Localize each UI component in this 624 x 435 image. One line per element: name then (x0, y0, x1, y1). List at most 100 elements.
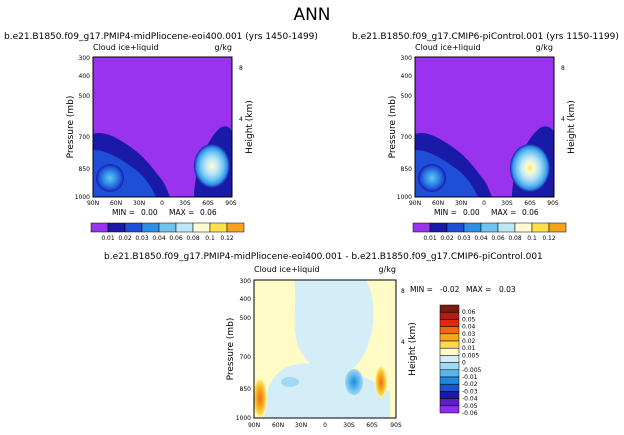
panel-3-sh-positive (375, 366, 387, 398)
panel-1-ylabel: Pressure (mb) (66, 96, 76, 159)
panel-2-sh-maximum (510, 144, 550, 192)
panel-1-plot (92, 56, 233, 198)
panel-1-height-4: 4 (239, 116, 243, 123)
panel-1-xtick-60s: 60S (202, 200, 214, 207)
panel-3-colorbar-tick-label: 0.02 (462, 338, 476, 345)
panel-1-colorbar-tick-label: 0.02 (118, 235, 132, 242)
panel-1-xtick-30n: 30N (133, 200, 145, 207)
panel-2-max-label: MAX = (491, 208, 516, 217)
panel-2-colorbar-swatch (548, 222, 567, 233)
panel-3-ylabel: Pressure (mb) (226, 318, 236, 381)
panel-1-colorbar-swatch (124, 222, 143, 233)
panel-1-colorbar-tick-label: 0.03 (135, 235, 149, 242)
panel-3-nh-negative (281, 377, 299, 387)
panel-3-xtick-90n: 90N (248, 422, 260, 429)
panel-1-ytick-850: 850 (79, 166, 91, 173)
panel-1-title: b.e21.B1850.f09_g17.PMIP4-midPliocene-eo… (4, 32, 318, 42)
panel-1-sh-maximum (194, 144, 230, 188)
panel-3-colorbar-tick-label: 0.005 (462, 352, 479, 359)
panel-1-height-8: 8 (239, 65, 243, 72)
panel-1-colorbar-swatch (175, 222, 194, 233)
panel-1-colorbar-tick-label: 0.01 (101, 235, 115, 242)
panel-2-colorbar-swatch (497, 222, 516, 233)
panel-1-colorbar-swatch (209, 222, 228, 233)
panel-2-title: b.e21.B1850.f09_g17.CMIP6-piControl.001 … (352, 32, 619, 42)
panel-3-colorbar-swatch (439, 347, 460, 356)
panel-2-colorbar-tick-label: 0.1 (527, 235, 537, 242)
panel-2-max-value: 0.06 (522, 208, 539, 217)
panel-1-colorbar-swatch (226, 222, 245, 233)
panel-2-colorbar-tick-label: 0.08 (508, 235, 522, 242)
panel-3-plot (253, 279, 397, 419)
panel-2-ytick-400: 400 (401, 73, 413, 80)
panel-3-sh-negative (345, 369, 363, 395)
panel-3-colorbar-swatch (439, 376, 460, 385)
main-title: ANN (293, 5, 330, 25)
panel-3-colorbar-swatch (439, 362, 460, 371)
panel-3-title: b.e21.B1850.f09_g17.PMIP4-midPliocene-eo… (104, 252, 543, 262)
panel-2-height-8: 8 (561, 65, 565, 72)
panel-2-colorbar-swatch (480, 222, 499, 233)
panel-2-colorbar-tick-label: 0.01 (423, 235, 437, 242)
panel-3-colorbar-tick-label: -0.03 (462, 388, 478, 395)
panel-1-ytick-400: 400 (79, 73, 91, 80)
panel-2-colorbar-swatch (463, 222, 482, 233)
panel-2-nh-maximum (418, 164, 446, 192)
panel-3-units: g/kg (379, 265, 396, 274)
panel-1-ytick-500: 500 (79, 93, 91, 100)
panel-3-colorbar-tick-label: 0.03 (462, 331, 476, 338)
panel-3-ytick-300: 300 (240, 278, 252, 285)
panel-1-xtick-0: 0 (160, 200, 164, 207)
panel-2-units: g/kg (536, 43, 553, 52)
panel-3-ytick-700: 700 (240, 354, 252, 361)
panel-3-min-value: -0.02 (440, 285, 460, 294)
panel-3-colorbar-tick-label: -0.01 (462, 374, 478, 381)
panel-3-colorbar-tick-label: 0.05 (462, 316, 476, 323)
panel-2-colorbar-swatch (412, 222, 431, 233)
panel-2: b.e21.B1850.f09_g17.CMIP6-piControl.001 … (352, 32, 619, 242)
panel-2-ytick-1000: 1000 (397, 194, 412, 201)
panel-2-ytick-500: 500 (401, 93, 413, 100)
panel-2-ylabel: Pressure (mb) (388, 96, 398, 159)
panel-1-ytick-1000: 1000 (75, 194, 90, 201)
panel-3-xtick-60n: 60N (272, 422, 284, 429)
panel-3-max-value: 0.03 (499, 285, 516, 294)
panel-3-colorbar: 0.060.050.040.030.020.010.0050-0.005-0.0… (439, 304, 482, 417)
panel-3-max-label: MAX = (466, 285, 491, 294)
panel-1: b.e21.B1850.f09_g17.PMIP4-midPliocene-eo… (4, 32, 318, 242)
panel-3-colorbar-swatch (439, 311, 460, 320)
panel-3-colorbar-tick-label: -0.06 (462, 410, 478, 417)
panel-3-xtick-90s: 90S (390, 422, 402, 429)
panel-2-ytick-700: 700 (401, 134, 413, 141)
panel-3-ylabel-right: Height (km) (408, 322, 418, 376)
panel-1-colorbar-tick-label: 0.04 (152, 235, 166, 242)
panel-3-colorbar-swatch (439, 405, 460, 414)
panel-3-nh-positive (253, 378, 267, 418)
panel-2-ytick-300: 300 (401, 55, 413, 62)
panel-3-xtick-0: 0 (323, 422, 327, 429)
panel-3-colorbar-tick-label: -0.02 (462, 381, 478, 388)
panel-2-colorbar-swatch (531, 222, 550, 233)
panel-2-field: Cloud ice+liquid (415, 43, 481, 52)
panel-1-colorbar-swatch (90, 222, 109, 233)
panel-3-colorbar-swatch (439, 383, 460, 392)
panel-3-colorbar-swatch (439, 304, 460, 313)
panel-3-colorbar-swatch (439, 326, 460, 335)
panel-3-colorbar-swatch (439, 369, 460, 378)
panel-1-colorbar-tick-label: 0.08 (186, 235, 200, 242)
panel-2-xtick-0: 0 (482, 200, 486, 207)
panel-2-xtick-60n: 60N (432, 200, 444, 207)
panel-1-ylabel-right: Height (km) (245, 100, 255, 154)
panel-3-colorbar-tick-label: 0.01 (462, 345, 476, 352)
panel-2-plot (414, 56, 555, 198)
panel-2-colorbar-swatch (446, 222, 465, 233)
panel-1-xtick-30s: 30S (179, 200, 191, 207)
panel-1-frame (92, 56, 233, 198)
panel-1-nh-maximum (96, 164, 124, 192)
panel-2-xtick-30n: 30N (455, 200, 467, 207)
panel-1-colorbar-tick-label: 0.1 (205, 235, 215, 242)
panel-2-xtick-30s: 30S (501, 200, 513, 207)
panel-3-colorbar-tick-label: 0.04 (462, 324, 476, 331)
panel-3-colorbar-tick-label: -0.04 (462, 396, 478, 403)
